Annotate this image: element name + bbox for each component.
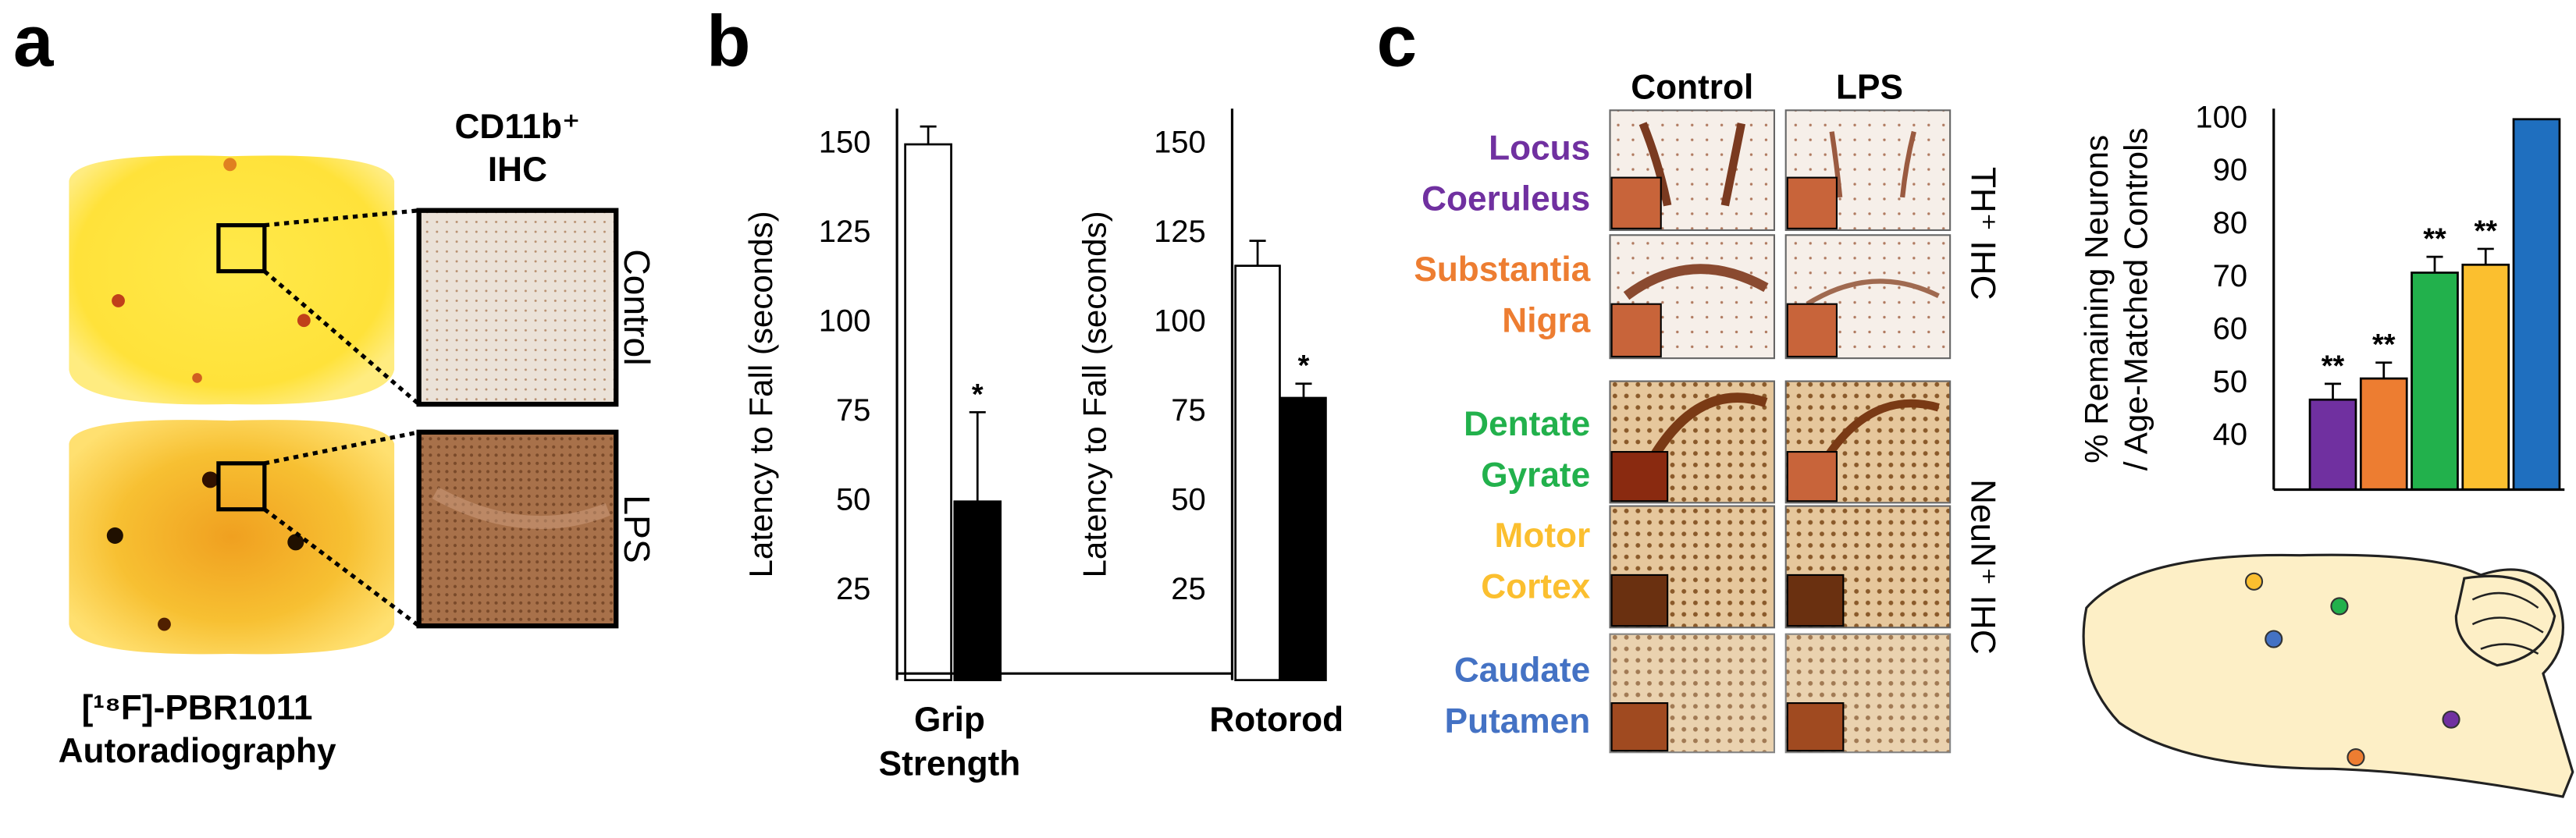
y-axis-label: Latency to Fall (seconds) [742, 211, 779, 577]
bar [2512, 118, 2561, 491]
y-tick-label: 60 [2213, 312, 2247, 346]
column-label: LPS [1836, 69, 1903, 107]
y-tick-label: 80 [2213, 206, 2247, 240]
y-axis-label: % Remaining Neurons / Age-Matched Control… [2078, 128, 2154, 471]
significance: ** [2322, 350, 2345, 382]
significance: * [1298, 350, 1310, 382]
significance: ** [2372, 328, 2396, 361]
region-label: Motor Cortex [1481, 517, 1590, 605]
region-label: Caudate Putamen [1445, 652, 1591, 740]
region-dot [2244, 572, 2264, 591]
bar [2461, 263, 2510, 491]
bar [1280, 396, 1327, 681]
y-tick-label: 150 [819, 126, 871, 160]
stain-label: NeuN⁺ IHC [1964, 479, 2002, 655]
y-tick-label: 25 [836, 572, 870, 606]
y-tick-label: 50 [2213, 364, 2247, 399]
significance: ** [2475, 215, 2498, 247]
bar [2308, 398, 2357, 491]
y-tick-label: 100 [2195, 100, 2247, 134]
y-tick-label: 100 [1154, 304, 1206, 338]
region-dot [2442, 710, 2460, 729]
row-label: LPS [617, 495, 657, 563]
x-axis-label: Grip Strength [879, 701, 1021, 783]
stain-label: TH⁺ IHC [1964, 167, 2002, 300]
y-tick-label: 40 [2213, 417, 2247, 452]
panel-label: a [13, 1, 55, 82]
row-label: Control [617, 249, 657, 365]
region-label: Locus Coeruleus [1421, 129, 1590, 218]
y-tick-label: 75 [1171, 393, 1205, 428]
y-axis-label: Latency to Fall (seconds) [1076, 211, 1112, 577]
micrographs [1609, 109, 1952, 754]
bar [2359, 377, 2408, 491]
autoradiography [69, 155, 619, 655]
y-tick-label: 50 [836, 482, 870, 517]
y-tick-label: 125 [819, 215, 871, 249]
caption: [¹⁸F]-PBR1011 Autoradiography [59, 689, 336, 770]
bar [1234, 265, 1281, 681]
region-dot [2265, 630, 2283, 648]
column-label: Control [1631, 69, 1753, 107]
bar [2411, 272, 2459, 491]
y-tick-label: 100 [819, 304, 871, 338]
y-tick-label: 90 [2213, 153, 2247, 187]
y-tick-label: 125 [1154, 215, 1206, 249]
panel-label: b [706, 1, 751, 82]
region-dot [2347, 747, 2365, 767]
y-tick-label: 25 [1171, 572, 1205, 606]
y-tick-label: 150 [1154, 126, 1206, 160]
significance: ** [2423, 223, 2446, 256]
bar [953, 500, 1002, 681]
significance: * [972, 378, 984, 411]
x-axis-label: Rotorod [1209, 701, 1343, 739]
y-tick-label: 70 [2213, 259, 2247, 293]
panel-label: c [1377, 1, 1418, 82]
y-tick-label: 75 [836, 393, 870, 428]
y-tick-label: 50 [1171, 482, 1205, 517]
stain-label: CD11b⁺ IHC [455, 108, 581, 189]
brain-schematic [2082, 553, 2574, 798]
region-label: Dentate Gyrate [1464, 405, 1590, 494]
bar [904, 143, 952, 681]
region-dot [2330, 597, 2349, 616]
region-label: Substantia Nigra [1414, 250, 1590, 339]
